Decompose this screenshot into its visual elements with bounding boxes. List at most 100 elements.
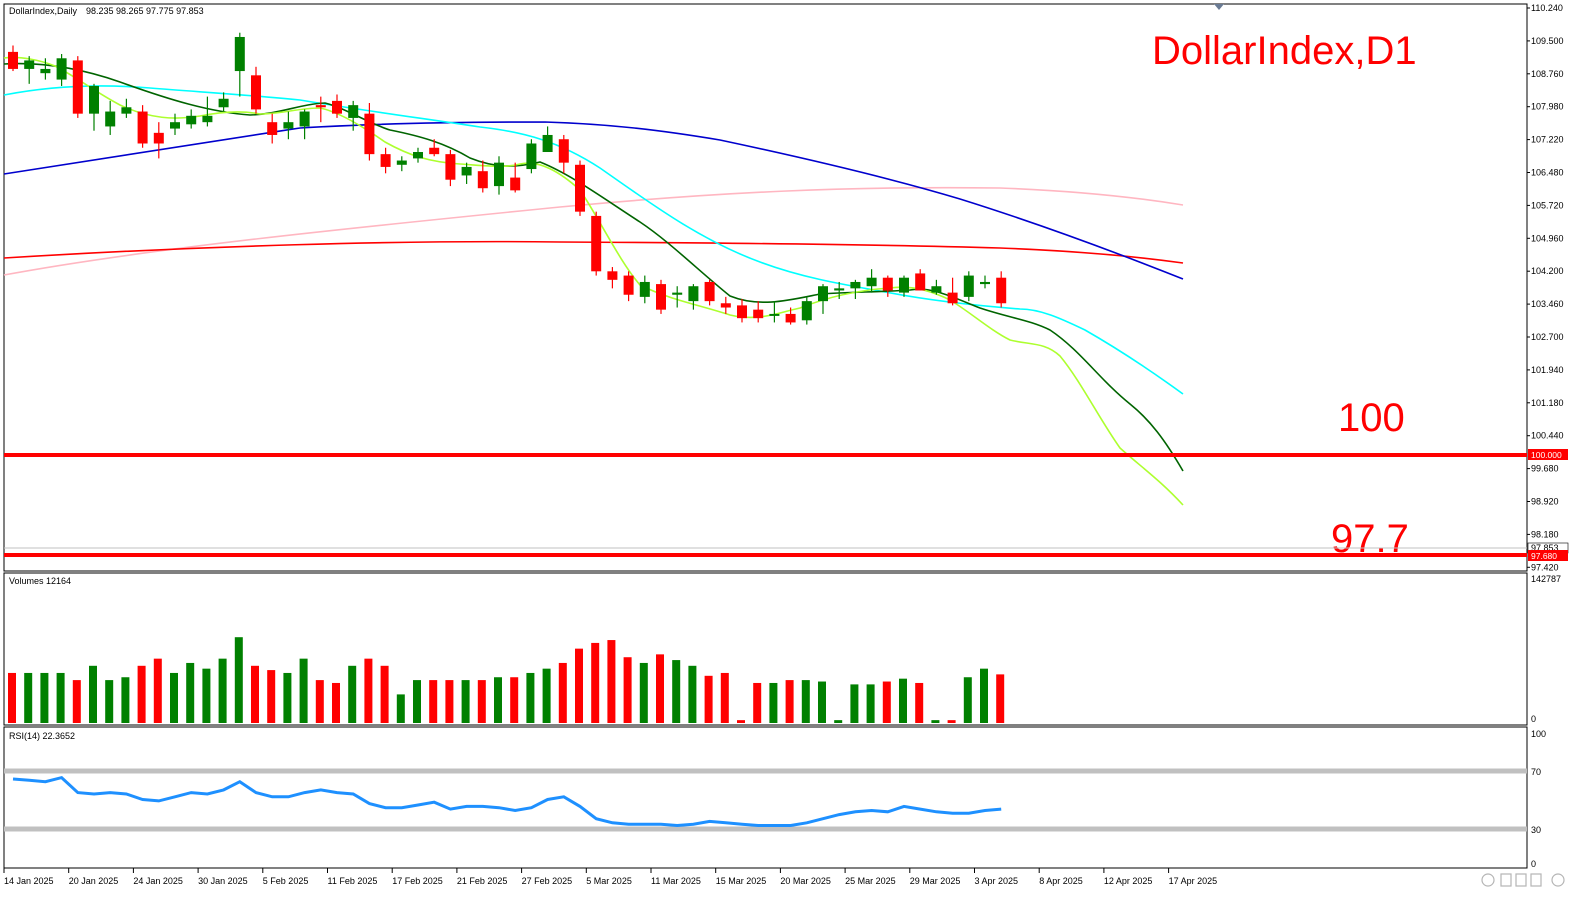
candle[interactable] — [769, 301, 780, 323]
volume-bar — [429, 680, 438, 723]
price-axis-label: 102.700 — [1531, 332, 1564, 342]
rsi-axis-30: 30 — [1531, 825, 1541, 835]
candle[interactable] — [688, 284, 699, 310]
chart-shift-marker-icon[interactable] — [1214, 4, 1224, 10]
candle[interactable] — [656, 279, 666, 314]
candle[interactable] — [931, 279, 942, 295]
candle-body — [623, 275, 634, 295]
candle[interactable] — [980, 275, 990, 289]
candle[interactable] — [267, 113, 278, 144]
candle-body — [947, 292, 958, 304]
candle[interactable] — [623, 271, 634, 302]
candle[interactable] — [364, 103, 375, 161]
candle[interactable] — [672, 286, 683, 308]
candle[interactable] — [575, 160, 585, 216]
candle[interactable] — [251, 66, 261, 114]
candle[interactable] — [429, 139, 440, 157]
candle[interactable] — [137, 105, 148, 148]
volume-bar — [542, 668, 551, 723]
candle[interactable] — [915, 269, 926, 291]
candle-body — [834, 288, 845, 291]
candle-body — [931, 286, 942, 293]
candlesticks[interactable] — [8, 32, 1007, 325]
candle[interactable] — [105, 100, 116, 135]
candle-body — [963, 275, 974, 297]
candle[interactable] — [348, 100, 359, 131]
candle[interactable] — [477, 160, 488, 193]
candle[interactable] — [963, 271, 974, 302]
candle-body — [234, 36, 245, 72]
candle-body — [202, 115, 213, 123]
candle[interactable] — [996, 271, 1007, 308]
candle-body — [461, 166, 472, 176]
candle[interactable] — [866, 269, 877, 293]
candle[interactable] — [332, 94, 342, 118]
date-axis-label: 29 Mar 2025 — [910, 876, 961, 886]
rsi-line — [12, 775, 1002, 828]
candle[interactable] — [850, 279, 861, 300]
candle[interactable] — [785, 307, 796, 325]
candle[interactable] — [121, 98, 132, 118]
volume-bar — [526, 672, 535, 723]
candle[interactable] — [494, 156, 504, 195]
candle[interactable] — [558, 134, 569, 174]
candle[interactable] — [413, 147, 423, 163]
candle[interactable] — [396, 156, 407, 172]
candle[interactable] — [40, 58, 51, 80]
price-axis-label: 98.180 — [1531, 529, 1559, 539]
candle[interactable] — [607, 267, 618, 289]
candle[interactable] — [834, 281, 845, 300]
candle[interactable] — [704, 279, 715, 306]
candle-body — [753, 309, 764, 319]
candle[interactable] — [380, 147, 391, 174]
candle[interactable] — [461, 162, 472, 184]
candle-body — [737, 305, 747, 319]
candle[interactable] — [8, 45, 18, 72]
symbol-label: DollarIndex,Daily — [9, 6, 78, 16]
price-axis-label: 107.220 — [1531, 135, 1564, 145]
price-axis-label: 101.940 — [1531, 365, 1564, 375]
candle[interactable] — [526, 139, 537, 174]
candle[interactable] — [315, 96, 326, 123]
candle[interactable] — [299, 109, 310, 140]
price-axis-label: 109.500 — [1531, 36, 1564, 46]
volume-bar — [137, 665, 146, 723]
date-axis-label: 21 Feb 2025 — [457, 876, 508, 886]
candle[interactable] — [202, 96, 213, 127]
candle[interactable] — [737, 299, 747, 323]
candle[interactable] — [899, 275, 909, 297]
candle[interactable] — [283, 111, 294, 140]
candle[interactable] — [170, 113, 180, 135]
candle[interactable] — [218, 92, 229, 112]
candle[interactable] — [720, 296, 731, 314]
candle[interactable] — [186, 109, 197, 129]
candle[interactable] — [882, 275, 893, 297]
candle[interactable] — [947, 277, 958, 306]
candle[interactable] — [510, 162, 521, 193]
candle[interactable] — [801, 296, 812, 325]
candle-body — [866, 277, 877, 287]
candle[interactable] — [591, 211, 602, 276]
candle[interactable] — [234, 32, 245, 97]
candle-body — [429, 147, 440, 155]
candle[interactable] — [753, 301, 764, 323]
candle[interactable] — [542, 126, 553, 153]
candle[interactable] — [89, 83, 99, 131]
candle[interactable] — [72, 56, 83, 118]
date-axis-label: 30 Jan 2025 — [198, 876, 248, 886]
candle[interactable] — [818, 284, 828, 314]
candle[interactable] — [24, 56, 35, 84]
volume-bar — [866, 684, 875, 723]
candle[interactable] — [153, 122, 164, 159]
price-axis-label: 100.440 — [1531, 431, 1564, 441]
candle[interactable] — [56, 54, 67, 86]
candle-body — [40, 68, 51, 74]
date-axis-label: 5 Mar 2025 — [586, 876, 632, 886]
date-axis-label: 11 Feb 2025 — [328, 876, 378, 886]
ma-pink-line — [3, 186, 1184, 276]
candle[interactable] — [445, 149, 456, 187]
date-axis-label: 24 Jan 2025 — [133, 876, 183, 886]
candle[interactable] — [639, 275, 650, 304]
price-axis-label: 108.760 — [1531, 69, 1564, 79]
